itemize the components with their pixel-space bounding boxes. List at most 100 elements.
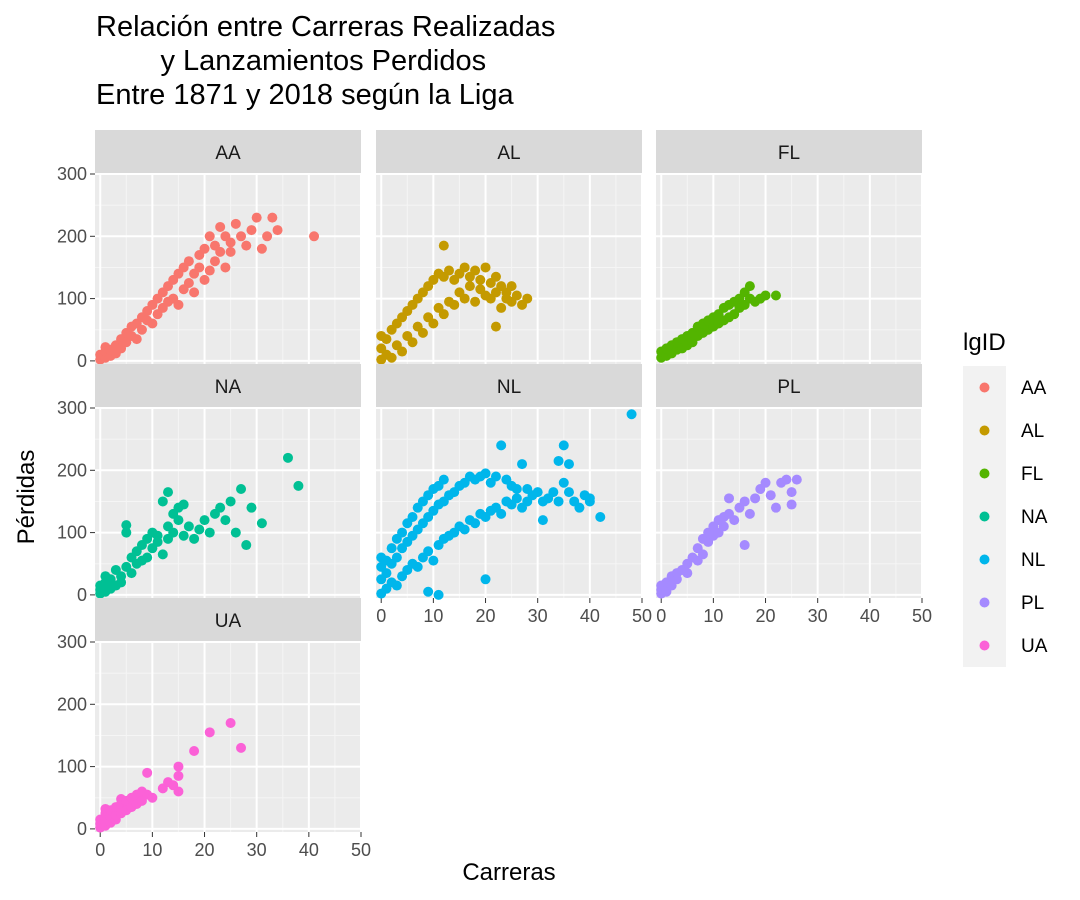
chart-title-line-1: Relación entre Carreras Realizadas [96,11,556,43]
data-point [770,502,781,513]
data-point [397,527,408,538]
y-tick-label: 100 [57,523,87,543]
facet-strip-pl [656,364,922,408]
data-point [157,549,168,560]
data-point [189,533,200,544]
x-tick-label: 10 [423,606,443,626]
facet-strip-label-aa: AA [215,143,241,164]
y-tick-label: 100 [57,757,87,777]
x-tick-label: 30 [808,606,828,626]
data-point [391,580,402,591]
data-point [136,324,147,335]
data-point [121,520,132,531]
facet-panel-al: AL [376,130,643,365]
x-tick-label: 0 [95,840,105,860]
data-point [282,452,293,463]
data-point [267,212,278,223]
data-point [449,299,460,310]
x-tick-label: 50 [632,606,652,626]
y-tick-label: 200 [57,694,87,714]
x-tick-label: 40 [580,606,600,626]
legend: lgID AA AL FL NA NL PL UA [963,329,1048,667]
data-point [386,543,397,554]
data-point [246,502,257,513]
legend-key-pl [979,597,990,608]
data-point [511,483,522,494]
data-point [459,293,470,304]
facet-strip-label-nl: NL [497,377,521,398]
points-fl [656,281,781,363]
data-point [729,515,740,526]
x-tick-label: 20 [195,840,215,860]
data-point [412,561,423,572]
data-point [770,290,781,301]
data-point [423,546,434,557]
legend-key-al [979,425,990,436]
data-point [522,293,533,304]
y-tick-label: 200 [57,226,87,246]
data-point [697,549,708,560]
data-point [381,334,392,345]
data-point [256,518,267,529]
data-point [272,225,283,236]
data-point [152,530,163,541]
data-point [423,586,434,597]
data-point [584,496,595,507]
data-point [199,243,210,254]
data-point [126,568,137,579]
facet-strip-label-pl: PL [777,377,800,398]
data-point [511,290,522,301]
legend-label-al: AL [1021,421,1044,442]
facet-strip-label-na: NA [215,377,242,398]
data-point [209,256,220,267]
data-point [459,262,470,273]
data-point [142,767,153,778]
data-point [173,515,184,526]
data-point [558,477,569,488]
facet-strip-na [95,364,361,408]
data-point [204,727,215,738]
data-point [262,231,273,242]
data-point [739,540,750,551]
data-point [116,571,127,582]
data-point [173,761,184,772]
data-point [744,508,755,519]
legend-label-ua: UA [1021,636,1048,657]
data-point [183,278,194,289]
x-tick-label: 0 [376,606,386,626]
points-aa [95,212,320,365]
data-point [739,496,750,507]
facet-panel-ua: UA 0 100 200 300 0 10 20 30 40 50 [57,598,371,860]
data-point [142,552,153,563]
legend-key-nl [979,554,990,565]
data-point [438,309,449,320]
data-point [309,231,320,242]
legend-item-fl: FL [963,452,1043,495]
y-tick-label: 300 [57,398,87,418]
data-point [168,527,179,538]
data-point [760,477,771,488]
data-point [183,256,194,267]
data-point [428,555,439,566]
data-point [246,225,257,236]
data-point [470,518,481,529]
y-tick-label: 0 [77,585,87,605]
data-point [428,318,439,329]
data-point [220,262,231,273]
y-axis-title: Pérdidas [13,450,40,545]
facet-panel-na: NA 0 100 200 300 [57,364,362,605]
data-point [791,474,802,485]
x-tick-label: 0 [656,606,666,626]
legend-item-nl: NL [963,538,1045,581]
data-point [558,440,569,451]
chart-title-line-2: y Lanzamientos Perdidos [96,45,487,77]
y-tick-label: 300 [57,632,87,652]
legend-item-na: NA [963,495,1048,538]
data-point [204,265,215,276]
data-point [786,499,797,510]
data-point [157,496,168,507]
data-point [438,240,449,251]
data-point [225,237,236,248]
data-point [230,527,241,538]
